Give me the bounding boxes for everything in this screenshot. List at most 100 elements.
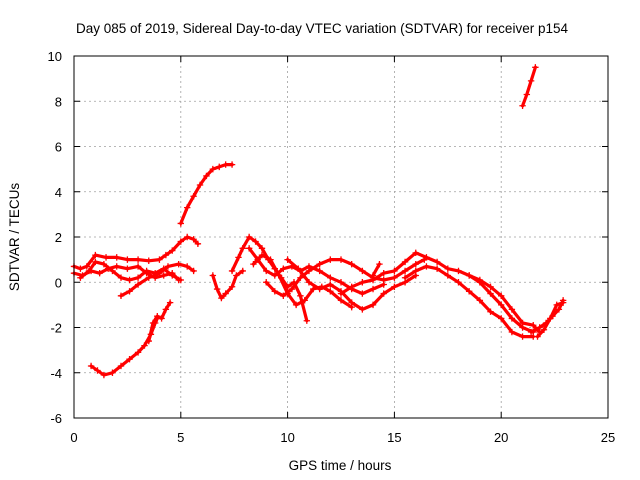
- axes: 0 5 10 15 20 25 -6 -4 -2 0 2 4 6 8 10: [48, 49, 616, 445]
- data-point: [359, 267, 366, 275]
- data-point: [380, 276, 387, 284]
- data-point: [160, 272, 167, 279]
- x-tick-label: 5: [177, 430, 184, 445]
- data-point: [527, 77, 535, 85]
- data-point: [194, 240, 202, 247]
- data-point: [190, 193, 197, 200]
- data-point: [327, 274, 334, 281]
- data-point: [87, 362, 95, 370]
- data-point: [369, 285, 377, 293]
- data-point: [126, 288, 133, 295]
- data-point: [213, 285, 221, 293]
- y-tick-label: 10: [48, 49, 62, 64]
- data-point: [233, 272, 240, 279]
- data-point: [77, 274, 84, 281]
- series-line: [72, 235, 200, 271]
- data-point: [327, 281, 334, 288]
- data-point: [369, 272, 377, 279]
- data-point: [145, 257, 152, 264]
- data-point: [235, 254, 242, 261]
- data-point: [196, 181, 204, 189]
- data-point: [369, 301, 377, 309]
- data-point: [508, 328, 516, 336]
- series-line: [251, 253, 354, 309]
- data-point: [190, 267, 197, 275]
- series-s18: [519, 64, 539, 109]
- data-point: [175, 260, 182, 268]
- data-point: [401, 267, 409, 275]
- data-point: [216, 163, 223, 171]
- data-point: [412, 249, 419, 257]
- y-tick-label: 2: [55, 230, 62, 245]
- data-point: [297, 292, 304, 300]
- data-point: [540, 326, 548, 333]
- data-point: [169, 272, 176, 279]
- data-point: [96, 270, 103, 277]
- data-point: [275, 272, 283, 279]
- data-point: [359, 279, 366, 286]
- data-point: [145, 274, 152, 281]
- data-point: [77, 265, 84, 272]
- data-point: [134, 281, 142, 288]
- data-point: [295, 265, 302, 272]
- data-point: [391, 274, 398, 281]
- data-point: [177, 238, 184, 245]
- data-point: [412, 267, 419, 275]
- data-point: [444, 265, 451, 272]
- data-point: [156, 270, 163, 277]
- series-line: [371, 262, 381, 278]
- data-point: [303, 317, 311, 324]
- data-point: [100, 371, 108, 379]
- data-point: [519, 333, 526, 340]
- data-point: [305, 267, 313, 275]
- data-point: [134, 263, 142, 270]
- data-point: [85, 267, 93, 275]
- series-s11: [250, 251, 355, 311]
- data-point: [555, 306, 563, 313]
- data-point: [126, 355, 133, 363]
- data-point: [476, 276, 484, 284]
- data-point: [134, 256, 142, 263]
- x-tick-label: 15: [387, 430, 401, 445]
- data-point: [391, 283, 398, 290]
- data-point: [83, 263, 91, 270]
- data-point: [337, 279, 345, 286]
- data-point: [519, 319, 526, 327]
- data-point: [536, 324, 543, 331]
- data-point: [258, 245, 266, 252]
- data-point: [532, 64, 539, 71]
- data-point: [141, 342, 148, 349]
- data-point: [149, 319, 157, 327]
- data-point: [154, 312, 161, 320]
- data-point: [239, 245, 246, 252]
- data-point: [222, 290, 229, 297]
- data-point: [263, 267, 270, 275]
- data-point: [169, 247, 176, 254]
- data-point: [156, 256, 163, 263]
- data-point: [143, 267, 150, 275]
- data-point: [337, 256, 345, 263]
- data-point: [433, 258, 441, 266]
- data-point: [124, 256, 131, 263]
- data-point: [117, 292, 125, 300]
- data-point: [455, 279, 462, 286]
- data-point: [177, 220, 184, 227]
- data-point: [228, 283, 236, 290]
- data-point: [487, 308, 494, 315]
- data-point: [508, 315, 516, 322]
- data-point: [423, 254, 430, 261]
- data-point: [455, 267, 462, 275]
- data-point: [498, 292, 505, 300]
- data-point: [348, 299, 355, 306]
- series-line: [89, 316, 159, 377]
- data-point: [487, 283, 494, 290]
- x-tick-label: 25: [601, 430, 615, 445]
- data-point: [297, 274, 304, 281]
- series-line: [521, 65, 537, 108]
- series-line: [147, 301, 172, 343]
- data-point: [271, 288, 278, 295]
- data-point: [184, 233, 191, 241]
- data-point: [487, 290, 494, 297]
- series-s07: [177, 161, 236, 227]
